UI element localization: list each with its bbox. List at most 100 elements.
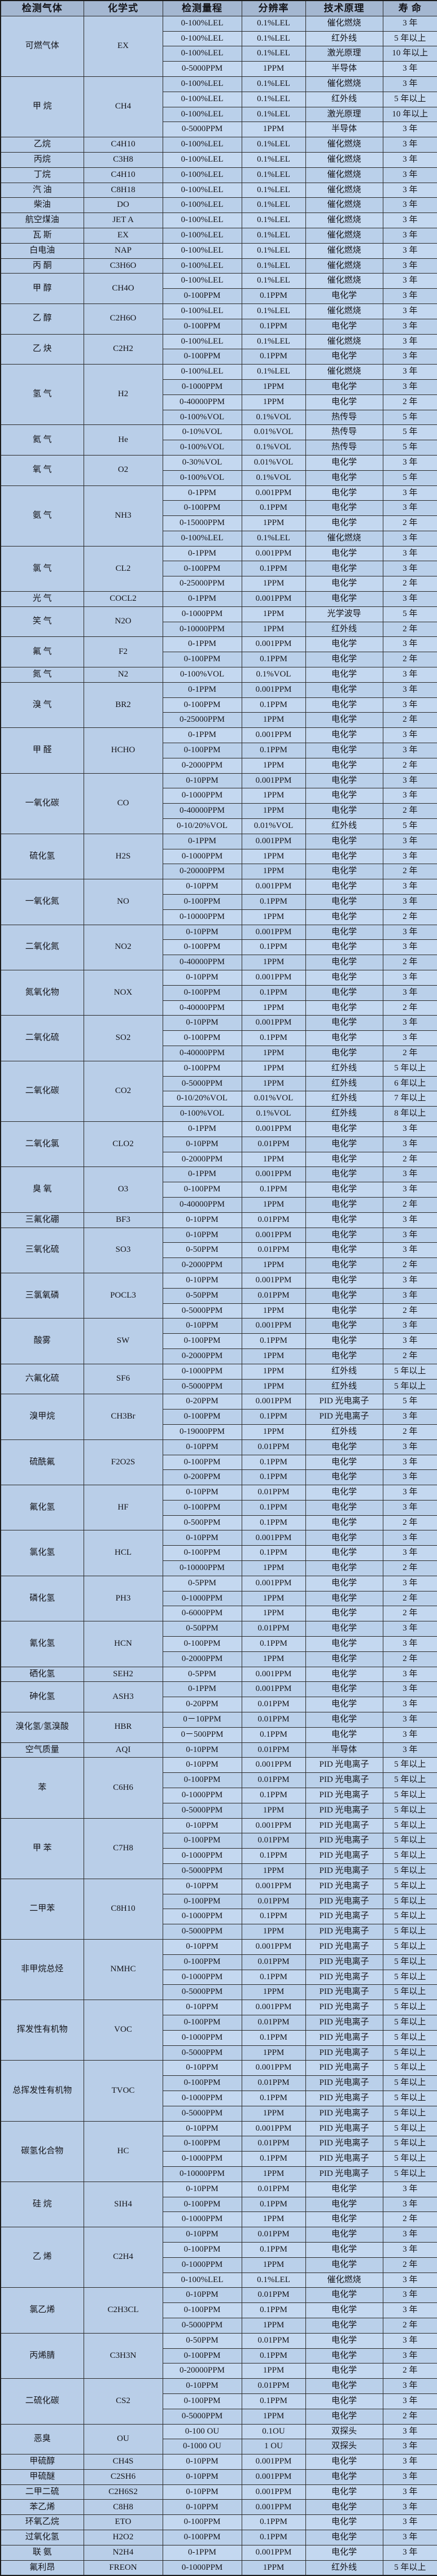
lifespan-cell: 3 年 (382, 1333, 437, 1349)
principle-cell: 双探头 (305, 2439, 383, 2455)
range-cell: 0-20PPM (162, 1394, 242, 1410)
table-row: 0-100%LEL 0.1%LEL 红外线 5 年以上 (1, 31, 437, 47)
range-cell: 0-5000PPM (162, 1863, 242, 1879)
principle-cell: PID 光电离子 (305, 2045, 383, 2061)
range-cell: 0-100PPM (162, 1409, 242, 1425)
lifespan-cell: 3 年 (382, 197, 437, 214)
lifespan-cell: 2 年 (382, 1606, 437, 1622)
range-cell: 0-10PPM (162, 2469, 242, 2485)
resolution-cell: 0.01%VOL (241, 818, 306, 834)
lifespan-cell: 3 年 (382, 743, 437, 758)
table-row: 0-2000PPM 1PPM 电化学 2 年 (1, 1348, 437, 1364)
resolution-cell: 1PPM (241, 2105, 306, 2122)
formula-cell: F2 (83, 636, 163, 668)
principle-cell: 电化学 (305, 576, 383, 592)
lifespan-cell: 5 年以上 (382, 1893, 437, 1910)
table-row: 0-10PPM 0.01PPM 电化学 3 年 (1, 1136, 437, 1152)
formula-cell: TVOC (83, 2060, 163, 2122)
range-cell: 0-1000PPM (162, 1909, 242, 1925)
resolution-cell: 0.001PPM (241, 1318, 306, 1334)
formula-cell: C4H10 (83, 167, 163, 183)
lifespan-cell: 5 年以上 (382, 2120, 437, 2137)
lifespan-cell: 5 年以上 (382, 2560, 437, 2576)
principle-cell: 红外线 (305, 1075, 383, 1092)
principle-cell: PID 光电离子 (305, 1818, 383, 1834)
range-cell: 0-100PPM (162, 349, 242, 365)
lifespan-cell: 3 年 (382, 1182, 437, 1198)
range-cell: 0-100%LEL (162, 151, 242, 168)
resolution-cell: 0.1PPM (241, 500, 306, 517)
formula-cell: C2SH6 (83, 2469, 163, 2485)
resolution-cell: 1PPM (241, 2363, 306, 2379)
range-cell: 0-5000PPM (162, 61, 242, 77)
table-row: 溴化氢/氢溴酸 HBR 0－10PPM 0.01PPM 电化学 3 年 (0, 1712, 437, 1743)
resolution-cell: 0.01PPM (241, 2136, 306, 2152)
lifespan-cell: 2 年 (382, 652, 437, 668)
gas-name-cell: 乙烷 (0, 137, 84, 153)
lifespan-cell: 3 年 (382, 1439, 437, 1455)
range-cell: 0-100%VOL (162, 440, 242, 456)
lifespan-cell: 3 年 (382, 667, 437, 683)
gas-name-cell: 氯 气 (0, 545, 84, 592)
principle-cell: PID 光电离子 (305, 2166, 383, 2182)
lifespan-cell: 3 年 (382, 682, 437, 698)
resolution-cell: 0.1%LEL (241, 273, 306, 289)
table-row: 0-100PPM 0.1PPM 电化学 3 年 (1, 1636, 437, 1652)
table-row: 0-100PPM 0.1PPM 电化学 3 年 (1, 1333, 437, 1349)
principle-cell: PID 光电离子 (305, 2120, 383, 2137)
gas-name-cell: 碳氢化合物 (0, 2120, 84, 2182)
resolution-cell: 0.01PPM (241, 1712, 306, 1728)
lifespan-cell: 3 年 (382, 1499, 437, 1516)
column-header-2: 检测量程 (162, 0, 242, 16)
lifespan-cell: 5 年以上 (382, 2105, 437, 2122)
range-cell: 0-100%LEL (162, 258, 242, 274)
lifespan-cell: 2 年 (382, 1515, 437, 1531)
resolution-cell: 0.1%LEL (241, 151, 306, 168)
table-row: 白电油 NAP 0-100%LEL 0.1%LEL 催化燃烧 3 年 (0, 242, 437, 259)
principle-cell: 电化学 (305, 1030, 383, 1046)
resolution-cell: 1PPM (241, 788, 306, 804)
table-row: 氨 气 NH3 0-1PPM 0.001PPM 电化学 3 年 (0, 485, 437, 547)
table-row: 汽 油 C8H18 0-100%LEL 0.1%LEL 催化燃烧 3 年 (0, 182, 437, 198)
table-row: 0-100PPM 0.1PPM 电化学 3 年 (1, 2196, 437, 2213)
resolution-cell: 0.01PPM (241, 1439, 306, 1455)
range-cell: 0-100%LEL (162, 2272, 242, 2288)
gas-name-cell: 过氧化氢 (0, 2530, 84, 2545)
resolution-cell: 1PPM (241, 61, 306, 77)
principle-cell: 电化学 (305, 2454, 383, 2470)
principle-cell: 电化学 (305, 652, 383, 668)
table-row: 0-1000PPM 0.1PPM PID 光电离子 5 年以上 (1, 2151, 437, 2167)
range-cell: 0-50PPM (162, 2332, 242, 2349)
resolution-cell: 0.1%LEL (241, 76, 306, 92)
lifespan-cell: 3 年 (382, 379, 437, 395)
resolution-cell: 0.001PPM (241, 970, 306, 986)
range-cell: 0-100PPM (162, 1030, 242, 1046)
lifespan-cell: 10 年以上 (382, 46, 437, 62)
resolution-cell: 1PPM (241, 1075, 306, 1092)
lifespan-cell: 3 年 (382, 2332, 437, 2349)
resolution-cell: 0.01PPM (241, 1833, 306, 1849)
lifespan-cell: 3 年 (382, 2544, 437, 2561)
resolution-cell: 0.001PPM (241, 2484, 306, 2500)
range-cell: 0-1PPM (162, 833, 242, 849)
range-cell: 0-1000PPM (162, 2029, 242, 2046)
gas-name-cell: 总挥发性有机物 (0, 2060, 84, 2122)
lifespan-cell: 3 年 (382, 2241, 437, 2258)
lifespan-cell: 3 年 (382, 636, 437, 653)
principle-cell: 电化学 (305, 2499, 383, 2516)
resolution-cell: 0.1PPM (241, 1409, 306, 1425)
lifespan-cell: 3 年 (382, 788, 437, 804)
lifespan-cell: 5 年以上 (382, 1772, 437, 1789)
principle-cell: PID 光电离子 (305, 1863, 383, 1879)
gas-name-cell: 氟利昂 (0, 2560, 84, 2576)
formula-cell: POCL3 (83, 1272, 163, 1319)
range-cell: 0-10PPM (162, 879, 242, 895)
resolution-cell: 0.1PPM (241, 697, 306, 713)
table-row: 笑 气 N2O 0-1000PPM 1PPM 光学波导 5 年 (0, 606, 437, 638)
table-row: 恶臭 OU 0-100 OU 0.1OU 双探头 3 年 (0, 2423, 437, 2455)
table-row: 臭 氧 O3 0-1PPM 0.001PPM 电化学 3 年 (0, 1166, 437, 1213)
formula-cell: C8H18 (83, 182, 163, 198)
principle-cell: 电化学 (305, 1121, 383, 1137)
lifespan-cell: 5 年以上 (382, 1788, 437, 1803)
principle-cell: 电化学 (305, 591, 383, 607)
